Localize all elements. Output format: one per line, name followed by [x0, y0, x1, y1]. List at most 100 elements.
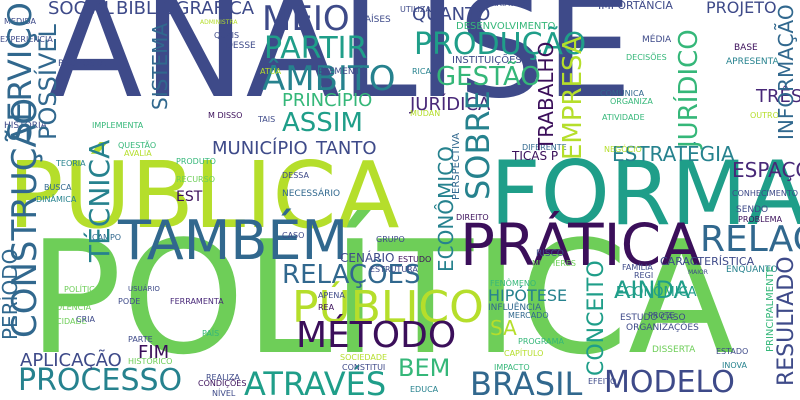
- word-direito: DESSA: [282, 171, 309, 180]
- word-bem: BEM: [398, 354, 451, 382]
- word-ambito: ÂMBITO: [262, 59, 396, 99]
- word-regi: REGI: [634, 271, 654, 280]
- word-formacao: FORMAÇÃO: [490, 142, 800, 245]
- word-empresa: EMPRESA: [558, 36, 588, 160]
- word-campo: CAMPO: [92, 233, 122, 242]
- word-estrategia: ESTRATÉGIA: [612, 142, 735, 166]
- word-utiliza: UTILIZA: [400, 5, 431, 14]
- word-cenario: CENÁRIO: [340, 251, 395, 265]
- word-inova: INOVA: [722, 361, 747, 370]
- word-quest: QUESTÃO: [118, 141, 157, 150]
- word-juridica: JURÍDICA: [410, 94, 491, 115]
- word-m-disso: ELEMENTO: [318, 67, 368, 77]
- word-tecnica: TÉCNICA: [83, 139, 116, 262]
- word-media: MÉDIA: [642, 35, 672, 45]
- word-quanto: QUANTO: [412, 4, 491, 25]
- word-comunica: COMUNICA: [600, 89, 645, 98]
- word-proposta: IMPLEMENTA: [92, 121, 144, 130]
- word-outro: OUTRO: [750, 111, 779, 120]
- word-condicoes: CONDIÇÕES: [198, 379, 247, 388]
- word-conceito: CONCEITO: [584, 260, 609, 376]
- word-ticas-p: TICAS P: [512, 149, 559, 163]
- word-necessario: REA: [318, 303, 335, 312]
- word-partir: PARTIR: [264, 31, 368, 66]
- word-dessa: PRODUTO: [176, 157, 216, 166]
- word-hipotese: HIPÓTESE: [488, 286, 568, 305]
- word-relacao: RELAÇÃO: [700, 219, 800, 260]
- word-historico: HISTÓRICO: [128, 357, 173, 366]
- word-pais: DESSE: [226, 41, 256, 51]
- word-paises: PAÍSES: [360, 15, 391, 25]
- word-atividade: ATIVIDADE: [602, 113, 645, 122]
- word-problema: PROBLEMA: [738, 215, 783, 224]
- word-risco: RISCO: [536, 249, 564, 259]
- word-economica: ECONÔMICA: [616, 285, 697, 300]
- word-caso: ESTRUTURA: [370, 265, 418, 274]
- word-perspectiva: PERSPECTIVA: [451, 132, 462, 200]
- word-estrutura: ESTUDO: [398, 255, 432, 264]
- word-medida: EXPERIÊNCIA: [0, 35, 53, 44]
- word-capitulo: CAPÍTULO: [504, 349, 544, 358]
- word-juridico: JURÍDICO: [674, 29, 704, 148]
- word-fim: FIM: [138, 342, 170, 363]
- word-impacto: IMPACTO: [494, 363, 530, 372]
- word-apena: CASO: [282, 231, 305, 240]
- word-disserta: DISSERTA: [652, 345, 696, 355]
- word-aplicacao: APLICAÇÃO: [20, 350, 122, 371]
- word-producao: PRODUÇÃO: [414, 27, 587, 62]
- word-sa: SA: [490, 316, 517, 340]
- word-tais: PAÍS: [202, 329, 220, 338]
- word-experiencia: PROPOSTA: [58, 59, 106, 69]
- word-mulheres: MULHERES: [532, 259, 576, 268]
- word-relacoes: RELAÇÕES: [282, 260, 421, 290]
- word-desenvolvimento: VARIÁVEIS: [486, 0, 528, 8]
- word-pode: PODE: [118, 297, 141, 306]
- word-organizacoes: ORGANIZAÇÕES: [626, 323, 699, 333]
- word-quais: M DISSO: [208, 111, 243, 120]
- word-principalmente: PRINCIPALMENTE: [765, 266, 776, 352]
- word-politico: POLÍTICO: [64, 285, 102, 294]
- word-publico: PÚBLICO: [292, 282, 484, 333]
- word-analise: ANÁLISE: [48, 0, 633, 129]
- word-bibliografica: BIBLIOGRÁFICA: [116, 0, 255, 19]
- word-nivel: NÍVEL: [212, 389, 236, 398]
- word-sobre: SOBRE: [459, 90, 497, 200]
- word-mudan: NEGÓCIO: [604, 145, 642, 154]
- word-maior: MAIOR: [688, 269, 708, 276]
- word-educa: EDUCA: [410, 385, 439, 394]
- word-principio: PRINCÍPIO: [282, 90, 373, 111]
- word-processo: PROCESSO: [18, 363, 183, 398]
- word-projeto: PROJETO: [706, 0, 777, 17]
- word-trabalho: TRABALHO: [534, 41, 558, 150]
- word-ainda: AINDA: [614, 276, 690, 304]
- word-atua: ATUA: [260, 67, 282, 76]
- word-publica: PÚBLICA: [8, 142, 400, 249]
- word-informacao: INFORMAÇÃO: [774, 4, 798, 140]
- word-teoria: TEORIA: [56, 159, 86, 168]
- word-periodo: PERÍODO: [0, 248, 22, 340]
- word-familia: FAMÍLIA: [622, 263, 653, 272]
- word-constitui: CONSTITUI: [342, 363, 386, 372]
- word-instituicoes: IMPORTÂNCIA: [598, 0, 673, 12]
- word-recurso: BUSCA: [44, 183, 72, 192]
- word-negocio: NECESSÁRIO: [282, 189, 341, 199]
- word-tempo: TEMPO: [66, 295, 94, 304]
- word-dinamica: DINÂMICA: [36, 195, 77, 204]
- word-assim: ASSIM: [282, 108, 363, 138]
- word-historia: HISTÓRIA: [4, 121, 47, 131]
- word-programa: PROGRAMA: [518, 337, 564, 346]
- word-estudo-caso: ESTUDO CASO: [620, 313, 686, 323]
- word-violencia: VIOLÊNCIA: [48, 303, 92, 312]
- word-tres: TRÊS: [756, 86, 800, 107]
- word-avalia: RECURSO: [176, 175, 215, 184]
- word-usuario: TAIS: [258, 115, 276, 124]
- word-decisoes: DECISÕES: [626, 53, 667, 62]
- word-apresenta: APRESENTA: [726, 57, 779, 67]
- word-elemento: MUDAN: [410, 109, 441, 118]
- word-influencia: INFLUÊNCIA: [488, 303, 542, 313]
- word-protecao: PROTE: [648, 311, 675, 320]
- word-rica: RICA: [412, 67, 431, 76]
- word-brasil: BRASIL: [470, 365, 583, 400]
- word-conhecimento: CONHECIMENTO: [732, 189, 799, 198]
